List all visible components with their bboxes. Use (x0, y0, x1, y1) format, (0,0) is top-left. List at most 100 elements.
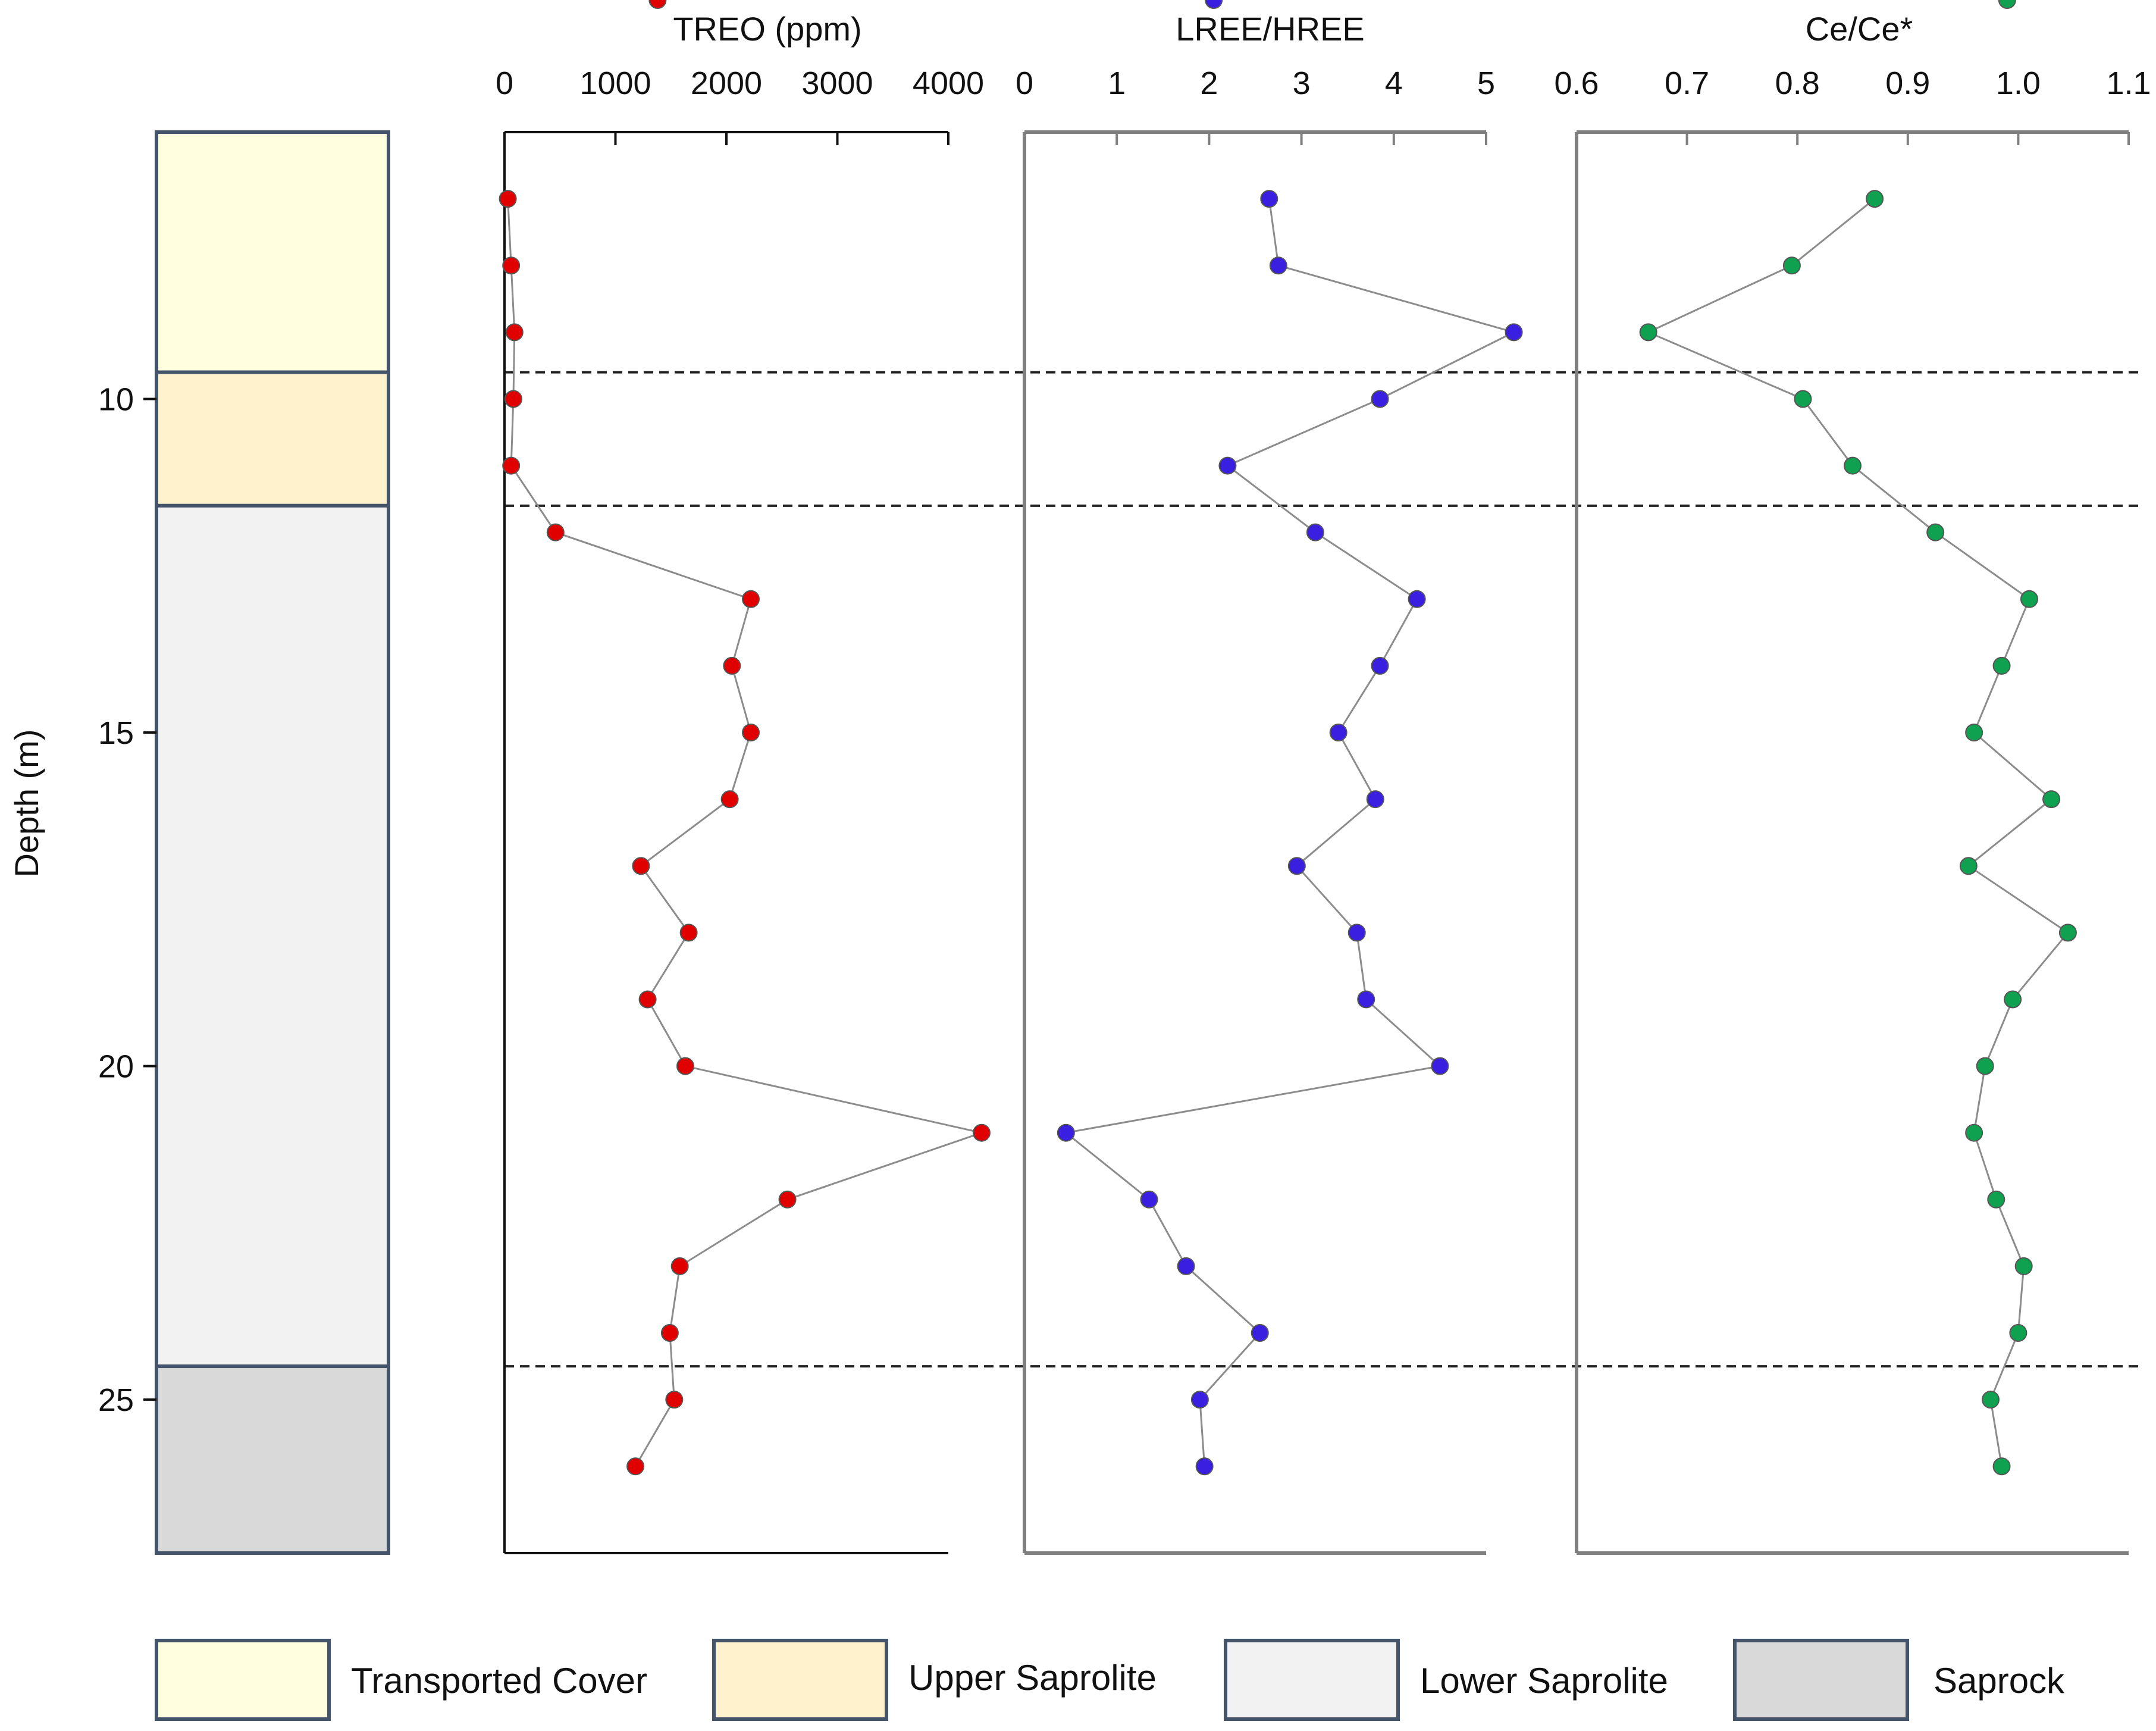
legend: Transported Cover Upper Saprolite Lower … (155, 1639, 2065, 1721)
ce-anomaly-point-19 (1992, 1457, 2011, 1476)
ce-anomaly-point-14 (1965, 1123, 1983, 1142)
treo-point-2 (505, 323, 524, 342)
lree-hree-panel-title: LREE/HREE (1176, 10, 1364, 48)
ce-anomaly-point-8 (1965, 724, 1983, 742)
ce-anomaly-point-15 (1987, 1190, 2005, 1209)
legend-label-transported-cover: Transported Cover (351, 1661, 647, 1701)
lree-hree-point-18 (1190, 1391, 1209, 1409)
lree-hree-point-1 (1269, 256, 1287, 275)
lree-hree-point-20 (1205, 0, 1223, 9)
lree-hree-point-2 (1505, 323, 1523, 342)
depth-tick-label-10: 10 (98, 381, 134, 417)
zone-saprock (155, 1364, 390, 1555)
ce-anomaly-point-17 (2009, 1324, 2027, 1342)
depth-tick-label-15: 15 (98, 715, 134, 751)
ce-anomaly-panel: Ce/Ce* 0.6 0.7 0.8 0.9 1.0 1.1 (1554, 0, 2151, 1555)
lree-hree-panel: LREE/HREE 0 1 2 3 4 5 (1016, 0, 1523, 1555)
depth-axis: Depth (m) 10 15 20 25 (8, 381, 156, 1418)
zone-lower-saprolite (155, 503, 390, 1369)
lree-hree-point-6 (1408, 590, 1426, 608)
lree-hree-point-3 (1371, 390, 1389, 408)
legend-swatch-lower-saprolite (1224, 1639, 1400, 1721)
treo-point-18 (665, 1391, 684, 1409)
ce-anomaly-point-11 (2058, 924, 2077, 942)
lree-hree-tick-label-0: 0 (1016, 65, 1033, 101)
zone-boundaries (504, 371, 2142, 1368)
lree-hree-tick-label-5: 5 (1477, 65, 1495, 101)
ce-anomaly-point-0 (1866, 190, 1884, 208)
treo-tick-label-3: 3000 (801, 65, 873, 101)
depth-tick-label-20: 20 (98, 1049, 134, 1085)
ce-anomaly-tick-label-3: 0.9 (1885, 65, 1930, 101)
zone-transported-cover (155, 130, 390, 374)
treo-tick-label-1: 1000 (579, 65, 651, 101)
treo-point-17 (660, 1324, 679, 1342)
lree-hree-tick-label-1: 1 (1108, 65, 1126, 101)
lree-hree-point-10 (1287, 857, 1306, 875)
ce-anomaly-point-20 (1998, 0, 2016, 9)
treo-panel: TREO (ppm) 0 1000 2000 3000 4000 (496, 0, 991, 1554)
ce-anomaly-point-4 (1844, 456, 1862, 475)
lree-hree-point-15 (1140, 1190, 1158, 1209)
treo-point-11 (679, 924, 698, 942)
lree-hree-point-19 (1195, 1457, 1214, 1476)
treo-series-line (507, 199, 985, 1467)
treo-point-10 (632, 857, 650, 875)
treo-tick-label-0: 0 (496, 65, 513, 101)
ce-anomaly-point-13 (1976, 1057, 1994, 1075)
lree-hree-tick-label-2: 2 (1200, 65, 1218, 101)
treo-point-12 (638, 990, 657, 1009)
treo-point-7 (723, 656, 741, 675)
treo-point-19 (626, 1457, 645, 1476)
lree-hree-tick-label-4: 4 (1385, 65, 1403, 101)
legend-label-upper-saprolite: Upper Saprolite (908, 1658, 1157, 1698)
lree-hree-point-7 (1371, 656, 1389, 675)
lree-hree-point-14 (1057, 1123, 1075, 1142)
ce-anomaly-point-9 (2042, 790, 2061, 809)
treo-point-1 (502, 256, 521, 275)
ce-anomaly-point-16 (2014, 1257, 2033, 1275)
treo-tick-label-4: 4000 (913, 65, 984, 101)
lree-hree-point-4 (1218, 456, 1237, 475)
ce-anomaly-point-18 (1982, 1391, 2000, 1409)
ce-anomaly-tick-label-5: 1.1 (2106, 65, 2151, 101)
ce-anomaly-point-12 (2004, 990, 2022, 1009)
treo-point-13 (676, 1057, 694, 1075)
treo-point-5 (546, 523, 565, 541)
ce-anomaly-series-line (1646, 198, 2070, 1467)
treo-point-0 (499, 190, 517, 208)
zone-upper-saprolite (155, 370, 390, 508)
legend-swatch-saprock (1733, 1639, 1909, 1721)
treo-panel-title: TREO (ppm) (673, 10, 861, 48)
treo-point-4 (502, 456, 521, 475)
lree-hree-point-17 (1251, 1324, 1269, 1342)
treo-point-20 (648, 0, 667, 9)
treo-point-8 (742, 724, 760, 742)
lree-hree-series-line (1064, 198, 1516, 1467)
lree-hree-point-0 (1260, 190, 1278, 208)
ce-anomaly-panel-title: Ce/Ce* (1806, 10, 1913, 48)
lree-hree-point-11 (1348, 924, 1366, 942)
depth-tick-label-25: 25 (98, 1382, 134, 1418)
profile-column (155, 130, 390, 1555)
lree-hree-point-8 (1329, 724, 1348, 742)
ce-anomaly-point-10 (1959, 857, 1978, 875)
legend-swatch-transported-cover (155, 1639, 331, 1721)
ce-anomaly-point-7 (1992, 656, 2011, 675)
ce-anomaly-point-3 (1794, 390, 1812, 408)
treo-point-3 (504, 390, 522, 408)
ce-anomaly-point-2 (1639, 323, 1657, 342)
lree-hree-point-13 (1431, 1057, 1449, 1075)
lree-hree-point-5 (1306, 523, 1324, 541)
depth-axis-label: Depth (m) (8, 730, 45, 878)
treo-tick-label-2: 2000 (691, 65, 762, 101)
legend-label-lower-saprolite: Lower Saprolite (1420, 1661, 1668, 1701)
legend-swatch-upper-saprolite (712, 1639, 888, 1721)
treo-point-16 (670, 1257, 689, 1275)
ce-anomaly-tick-label-1: 0.7 (1665, 65, 1709, 101)
ce-anomaly-tick-label-4: 1.0 (1996, 65, 2041, 101)
lree-hree-tick-label-3: 3 (1293, 65, 1311, 101)
lree-hree-point-9 (1366, 790, 1384, 809)
ce-anomaly-point-1 (1782, 256, 1801, 275)
ce-anomaly-tick-label-2: 0.8 (1775, 65, 1820, 101)
